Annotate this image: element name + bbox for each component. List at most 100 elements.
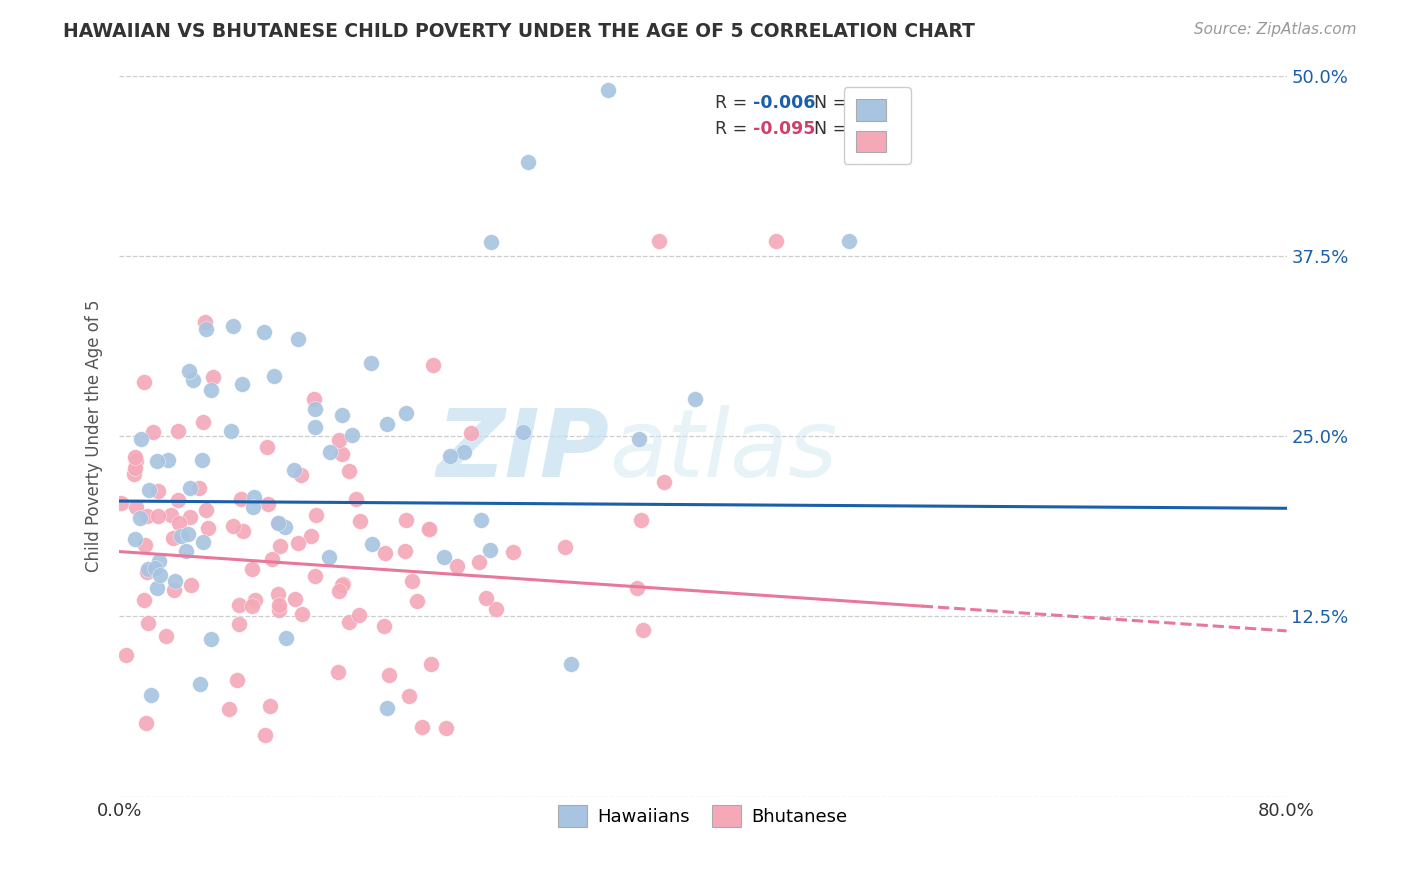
Point	[124, 533, 146, 547]
Text: ZIP: ZIP	[437, 405, 610, 497]
Point	[219, 424, 242, 438]
Point	[284, 592, 307, 607]
Point	[110, 496, 132, 510]
Point	[446, 558, 468, 573]
Point	[485, 602, 508, 616]
Point	[332, 577, 354, 591]
Point	[256, 440, 278, 454]
Point	[468, 555, 491, 569]
Point	[222, 319, 245, 334]
Point	[259, 698, 281, 713]
Point	[269, 539, 291, 553]
Point	[170, 529, 193, 543]
Point	[136, 565, 159, 579]
Point	[129, 432, 152, 446]
Point	[596, 83, 619, 97]
Text: atlas: atlas	[610, 405, 838, 496]
Point	[146, 454, 169, 468]
Point	[283, 463, 305, 477]
Y-axis label: Child Poverty Under the Age of 5: Child Poverty Under the Age of 5	[86, 300, 103, 573]
Point	[254, 728, 277, 742]
Point	[765, 235, 787, 249]
Text: 98: 98	[852, 120, 876, 138]
Point	[299, 529, 322, 543]
Point	[149, 568, 172, 582]
Point	[167, 492, 190, 507]
Text: -0.095: -0.095	[754, 120, 815, 138]
Point	[228, 617, 250, 632]
Point	[142, 425, 165, 439]
Point	[433, 549, 456, 564]
Point	[516, 155, 538, 169]
Point	[373, 619, 395, 633]
Point	[374, 545, 396, 559]
Text: Source: ZipAtlas.com: Source: ZipAtlas.com	[1194, 22, 1357, 37]
Text: 61: 61	[852, 94, 883, 112]
Point	[148, 554, 170, 568]
Point	[318, 444, 340, 458]
Point	[136, 562, 159, 576]
Point	[195, 503, 218, 517]
Point	[191, 415, 214, 429]
Point	[143, 561, 166, 575]
Point	[176, 544, 198, 558]
Point	[267, 603, 290, 617]
Point	[652, 475, 675, 490]
Point	[181, 373, 204, 387]
Point	[420, 657, 443, 671]
Point	[194, 322, 217, 336]
Point	[194, 315, 217, 329]
Point	[222, 519, 245, 533]
Point	[201, 369, 224, 384]
Text: R =: R =	[714, 120, 752, 138]
Point	[191, 534, 214, 549]
Point	[274, 631, 297, 645]
Point	[342, 428, 364, 442]
Point	[122, 467, 145, 481]
Point	[125, 500, 148, 514]
Point	[190, 677, 212, 691]
Point	[349, 514, 371, 528]
Point	[191, 453, 214, 467]
Point	[411, 720, 433, 734]
Point	[160, 508, 183, 523]
Point	[460, 425, 482, 440]
Point	[439, 449, 461, 463]
Point	[179, 364, 201, 378]
Point	[630, 513, 652, 527]
Point	[200, 383, 222, 397]
Point	[129, 510, 152, 524]
Point	[180, 577, 202, 591]
Point	[134, 538, 156, 552]
Point	[157, 452, 180, 467]
Point	[337, 464, 360, 478]
Point	[243, 490, 266, 504]
Point	[231, 377, 253, 392]
Point	[395, 406, 418, 420]
Point	[179, 481, 201, 495]
Point	[273, 520, 295, 534]
Point	[304, 569, 326, 583]
Point	[328, 665, 350, 680]
Point	[228, 599, 250, 613]
Point	[375, 701, 398, 715]
Point	[269, 599, 291, 613]
Point	[401, 574, 423, 589]
Point	[838, 235, 860, 249]
Text: N =: N =	[814, 94, 852, 112]
Point	[266, 516, 288, 530]
Point	[378, 667, 401, 681]
Text: R =: R =	[714, 94, 752, 112]
Point	[257, 497, 280, 511]
Point	[339, 615, 361, 629]
Point	[470, 513, 492, 527]
Point	[554, 541, 576, 555]
Point	[240, 599, 263, 613]
Text: N =: N =	[814, 120, 852, 138]
Point	[318, 549, 340, 564]
Point	[253, 325, 276, 339]
Point	[332, 447, 354, 461]
Point	[291, 607, 314, 622]
Point	[124, 450, 146, 465]
Point	[200, 632, 222, 647]
